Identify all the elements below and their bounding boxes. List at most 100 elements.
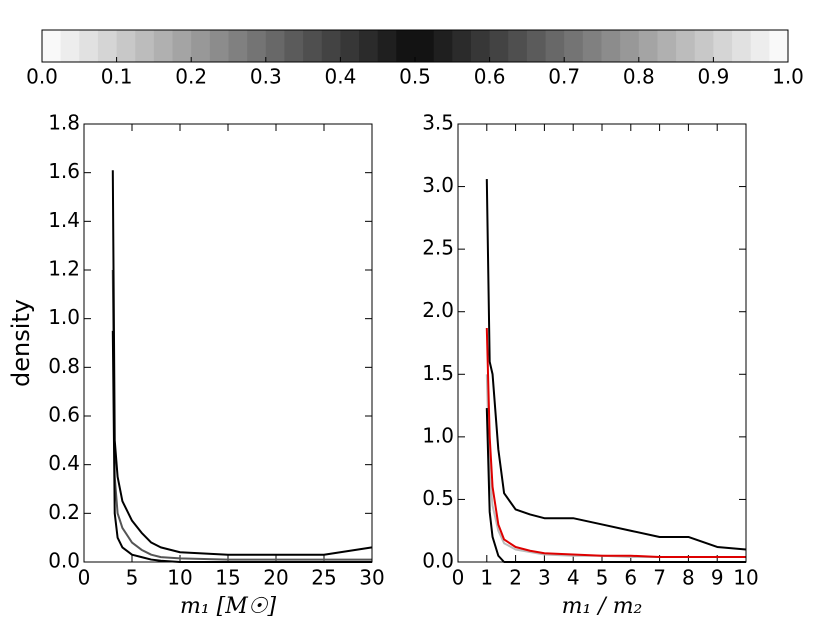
color-swatch — [191, 30, 211, 62]
color-swatch — [769, 30, 789, 62]
y-tick-label: 0.4 — [48, 451, 80, 475]
color-swatch — [228, 30, 248, 62]
colorbar-tick-label: 0.2 — [175, 65, 207, 89]
colorbar-tick-label: 0.9 — [697, 65, 729, 89]
color-swatch — [564, 30, 584, 62]
y-tick-label: 0.0 — [422, 549, 454, 573]
color-swatch — [750, 30, 770, 62]
color-swatch — [526, 30, 547, 62]
color-swatch — [303, 30, 323, 62]
color-swatch — [340, 30, 360, 62]
color-swatch — [60, 30, 80, 62]
series-line — [485, 179, 747, 551]
x-tick-label: 4 — [567, 566, 580, 590]
color-swatch — [42, 30, 62, 62]
colorbar-tick-label: 0.3 — [250, 65, 282, 89]
colorbar-tick-label: 0.7 — [548, 65, 580, 89]
series-line — [485, 408, 746, 563]
color-swatch — [265, 30, 285, 62]
color-swatch — [713, 30, 733, 62]
y-tick-label: 1.0 — [422, 423, 454, 447]
color-swatch — [135, 30, 155, 62]
y-axis-label: density — [7, 299, 35, 387]
colorbar-tick-label: 0.4 — [324, 65, 356, 89]
y-tick-label: 0.8 — [48, 354, 80, 378]
x-tick-label: 20 — [263, 566, 288, 590]
y-tick-label: 0.5 — [422, 486, 454, 510]
x-tick-label: 10 — [167, 566, 192, 590]
x-tick-label: 15 — [215, 566, 240, 590]
colorbar-tick-label: 1.0 — [772, 65, 804, 89]
y-tick-label: 1.0 — [48, 305, 80, 329]
color-swatch — [209, 30, 229, 62]
colorbar-tick-label: 0.0 — [26, 65, 58, 89]
x-tick-label: 0 — [78, 566, 91, 590]
x-tick-label: 5 — [596, 566, 609, 590]
x-tick-label: 0 — [452, 566, 465, 590]
y-tick-label: 2.5 — [422, 236, 454, 260]
color-swatch — [545, 30, 565, 62]
color-swatch — [452, 30, 472, 62]
y-tick-label: 0.6 — [48, 403, 80, 427]
x-tick-label: 8 — [682, 566, 695, 590]
x-tick-label: 1 — [480, 566, 493, 590]
x-axis-label: m₁ / m₂ — [562, 594, 643, 619]
color-swatch — [732, 30, 752, 62]
y-tick-label: 3.5 — [422, 111, 454, 135]
x-tick-label: 3 — [538, 566, 551, 590]
y-tick-label: 2.0 — [422, 298, 454, 322]
y-tick-label: 0.0 — [48, 549, 80, 573]
color-swatch — [470, 30, 491, 62]
x-tick-label: 6 — [624, 566, 637, 590]
color-swatch — [79, 30, 99, 62]
color-swatch — [582, 30, 602, 62]
x-tick-label: 7 — [653, 566, 666, 590]
colorbar-tick-label: 0.8 — [623, 65, 655, 89]
colorbar-tick-label: 0.1 — [101, 65, 133, 89]
color-swatch — [694, 30, 714, 62]
series-line — [485, 327, 746, 558]
color-swatch — [97, 30, 118, 62]
x-axis-label: m₁ [M☉] — [180, 594, 277, 619]
x-tick-label: 9 — [711, 566, 724, 590]
y-tick-label: 1.4 — [48, 208, 80, 232]
series-line — [111, 330, 372, 563]
x-tick-label: 5 — [126, 566, 139, 590]
color-swatch — [153, 30, 174, 62]
y-tick-label: 1.2 — [48, 257, 80, 281]
x-tick-label: 25 — [311, 566, 336, 590]
series-line — [111, 170, 373, 556]
color-swatch — [601, 30, 621, 62]
color-swatch — [638, 30, 658, 62]
color-swatch — [676, 30, 696, 62]
series-line — [111, 269, 372, 561]
color-swatch — [247, 30, 267, 62]
series-line — [485, 374, 746, 558]
y-tick-label: 3.0 — [422, 173, 454, 197]
x-tick-label: 2 — [509, 566, 522, 590]
y-tick-label: 0.2 — [48, 500, 80, 524]
colorbar-tick-label: 0.5 — [399, 65, 431, 89]
color-swatch — [433, 30, 453, 62]
color-swatch — [657, 30, 677, 62]
axes-frame — [457, 123, 747, 563]
color-swatch — [620, 30, 640, 62]
colorbar-tick-label: 0.6 — [474, 65, 506, 89]
x-tick-label: 30 — [359, 566, 384, 590]
y-tick-label: 1.8 — [48, 111, 80, 135]
color-swatch — [284, 30, 304, 62]
y-tick-label: 1.6 — [48, 159, 80, 183]
x-tick-label: 10 — [733, 566, 758, 590]
y-tick-label: 1.5 — [422, 361, 454, 385]
color-swatch — [116, 30, 136, 62]
axes-frame — [83, 123, 373, 563]
color-swatch — [359, 30, 379, 62]
color-swatch — [489, 30, 509, 62]
color-swatch — [172, 30, 192, 62]
color-swatch — [508, 30, 528, 62]
color-swatch — [321, 30, 341, 62]
color-swatch — [377, 30, 397, 62]
color-swatch — [415, 30, 435, 62]
